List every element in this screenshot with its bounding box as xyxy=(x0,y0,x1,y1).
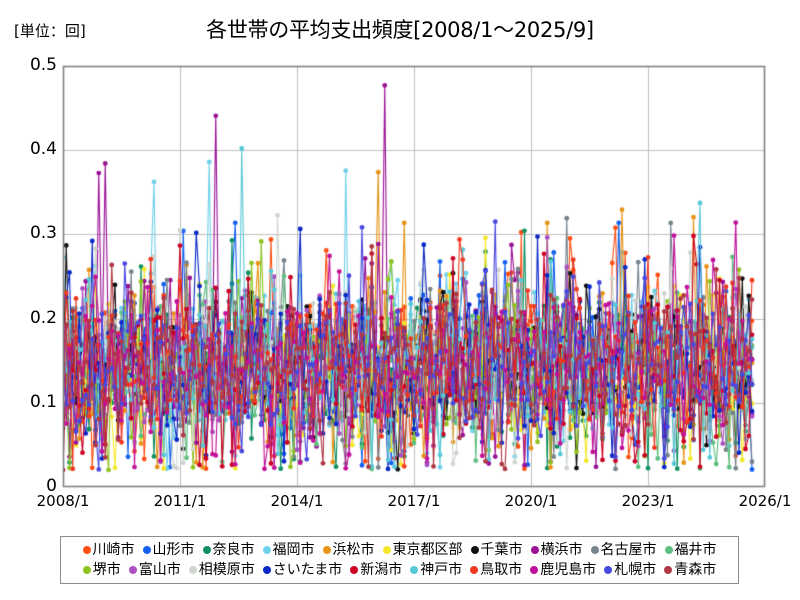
legend-marker-icon xyxy=(322,546,331,554)
legend-marker-icon xyxy=(410,566,419,574)
legend-marker-icon xyxy=(82,546,91,554)
legend-row: 川崎市 山形市 奈良市 福岡市 浜松市 東京都区部 千葉市 横浜市 名古屋市 福井市 xyxy=(65,540,734,560)
legend-item[interactable]: 堺市 xyxy=(82,562,121,578)
legend-label: さいたま市 xyxy=(272,562,343,578)
x-axis-tick-label: 2020/1 xyxy=(504,492,558,510)
chart-legend: 川崎市 山形市 奈良市 福岡市 浜松市 東京都区部 千葉市 横浜市 名古屋市 福井市堺市 富山市 相模… xyxy=(60,536,739,584)
legend-label: 奈良市 xyxy=(212,542,255,558)
y-axis-tick-label: 0.5 xyxy=(29,55,57,75)
legend-marker-icon xyxy=(128,566,137,574)
legend-marker-icon xyxy=(262,546,271,554)
legend-marker-icon xyxy=(350,566,359,574)
legend-marker-icon xyxy=(590,546,599,554)
legend-item[interactable]: 相模原市 xyxy=(188,562,255,578)
legend-item[interactable]: 新潟市 xyxy=(350,563,402,577)
legend-item[interactable]: 山形市 xyxy=(142,542,195,558)
legend-marker-icon xyxy=(664,546,673,554)
legend-marker-icon xyxy=(604,566,613,574)
legend-label: 千葉市 xyxy=(480,542,523,558)
legend-item[interactable]: さいたま市 xyxy=(262,562,343,578)
legend-item[interactable]: 鹿児島市 xyxy=(530,563,596,577)
legend-label: 青森市 xyxy=(674,562,717,578)
legend-label: 堺市 xyxy=(92,562,121,578)
legend-label: 山形市 xyxy=(152,542,195,558)
y-axis-tick-label: 0.2 xyxy=(29,307,57,328)
legend-label: 浜松市 xyxy=(332,542,375,558)
x-axis-tick-label: 2026/1 xyxy=(738,492,792,510)
legend-marker-icon xyxy=(470,546,479,554)
legend-marker-icon xyxy=(82,566,91,574)
x-axis-tick-label: 2023/1 xyxy=(621,492,675,510)
legend-marker-icon xyxy=(530,546,539,554)
legend-label: 福井市 xyxy=(674,542,717,558)
legend-marker-icon xyxy=(202,546,211,554)
legend-label: 東京都区部 xyxy=(392,542,463,558)
y-axis: 0 0.1 0.2 0.3 0.4 0.5 xyxy=(0,0,57,600)
x-axis-tick-label: 2014/1 xyxy=(270,492,324,510)
legend-item[interactable]: 東京都区部 xyxy=(382,542,463,558)
legend-item[interactable]: 青森市 xyxy=(664,563,716,577)
legend-label: 札幌市 xyxy=(614,562,657,578)
legend-marker-icon xyxy=(664,566,673,574)
x-axis: 2008/1 2011/1 2014/1 2017/1 2020/1 2023/1 2026… xyxy=(0,492,800,516)
legend-label: 神戸市 xyxy=(420,562,463,578)
legend-item[interactable]: 福井市 xyxy=(664,542,717,558)
legend-item[interactable]: 札幌市 xyxy=(604,563,656,577)
y-axis-tick-label: 0.4 xyxy=(29,139,57,160)
legend-item[interactable]: 福岡市 xyxy=(262,542,315,558)
legend-marker-icon xyxy=(188,566,197,574)
legend-marker-icon xyxy=(470,566,479,574)
legend-marker-icon xyxy=(382,546,391,554)
legend-item[interactable]: 神戸市 xyxy=(410,563,462,577)
y-axis-tick-label: 0.1 xyxy=(29,391,57,412)
legend-label: 新潟市 xyxy=(360,562,403,578)
legend-marker-icon xyxy=(530,566,539,574)
legend-label: 鹿児島市 xyxy=(540,562,597,578)
legend-label: 相模原市 xyxy=(198,562,255,578)
y-axis-tick-label: 0 xyxy=(46,476,57,496)
legend-item[interactable]: 川崎市 xyxy=(82,542,135,558)
legend-item[interactable]: 横浜市 xyxy=(530,542,583,558)
legend-item[interactable]: 千葉市 xyxy=(470,542,523,558)
legend-marker-icon xyxy=(142,546,151,554)
legend-item[interactable]: 富山市 xyxy=(128,562,181,578)
legend-label: 川崎市 xyxy=(92,542,135,558)
x-axis-tick-label: 2017/1 xyxy=(387,492,441,510)
legend-label: 名古屋市 xyxy=(600,542,657,558)
legend-label: 鳥取市 xyxy=(480,562,523,578)
legend-item[interactable]: 奈良市 xyxy=(202,542,255,558)
y-axis-tick-label: 0.3 xyxy=(29,223,57,244)
x-axis-tick-label: 2008/1 xyxy=(36,492,90,510)
legend-item[interactable]: 浜松市 xyxy=(322,542,375,558)
legend-label: 富山市 xyxy=(138,562,181,578)
legend-marker-icon xyxy=(262,566,271,574)
legend-label: 福岡市 xyxy=(272,542,315,558)
legend-item[interactable]: 名古屋市 xyxy=(590,542,657,558)
legend-label: 横浜市 xyxy=(540,542,583,558)
legend-item[interactable]: 鳥取市 xyxy=(470,563,522,577)
legend-row: 堺市 富山市 相模原市 さいたま市 新潟市 神戸市 鳥取市 鹿児島市 札幌市 青森市 xyxy=(65,560,734,580)
x-axis-tick-label: 2011/1 xyxy=(153,492,207,510)
